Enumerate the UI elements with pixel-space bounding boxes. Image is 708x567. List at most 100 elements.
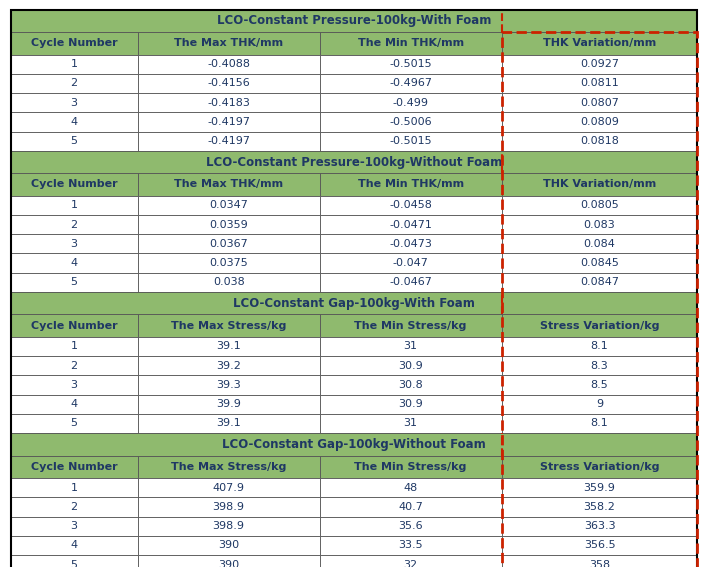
Bar [137,395,320,414]
Bar [11,356,137,375]
Bar [11,174,137,196]
Bar [137,314,320,337]
Bar [137,517,320,536]
Text: -0.4183: -0.4183 [207,98,250,108]
Bar [502,555,697,567]
Bar [502,395,697,414]
Bar [11,337,137,356]
Bar [11,151,697,174]
Bar [320,497,502,517]
Text: 8.5: 8.5 [590,380,608,390]
Bar [137,497,320,517]
Text: 0.0375: 0.0375 [210,258,248,268]
Bar [11,478,137,497]
Bar [11,414,137,433]
Text: 398.9: 398.9 [212,521,245,531]
Bar [11,32,137,54]
Bar [320,375,502,395]
Bar [11,273,137,292]
Text: 1: 1 [71,59,78,69]
Text: 0.0367: 0.0367 [210,239,248,249]
Bar [502,497,697,517]
Text: 3: 3 [71,521,78,531]
Bar [320,93,502,112]
Text: The Max Stress/kg: The Max Stress/kg [171,320,286,331]
Text: Cycle Number: Cycle Number [31,462,118,472]
Text: LCO-Constant Pressure-100kg-With Foam: LCO-Constant Pressure-100kg-With Foam [217,14,491,27]
Text: -0.4197: -0.4197 [207,136,250,146]
Bar [11,395,137,414]
Text: 5: 5 [71,136,78,146]
Text: 390: 390 [218,560,239,567]
Text: 358: 358 [589,560,610,567]
Text: 407.9: 407.9 [212,483,245,493]
Text: 0.084: 0.084 [583,239,615,249]
Bar [11,215,137,234]
Bar [502,478,697,497]
Bar [320,74,502,93]
Bar [320,356,502,375]
Bar [320,132,502,151]
Text: 390: 390 [218,540,239,551]
Text: 8.3: 8.3 [590,361,608,371]
Text: 359.9: 359.9 [583,483,615,493]
Bar [11,292,697,314]
Text: 0.0359: 0.0359 [210,219,248,230]
Bar [11,54,137,74]
Text: 358.2: 358.2 [583,502,615,512]
Text: 2: 2 [71,502,78,512]
Text: -0.5006: -0.5006 [389,117,432,127]
Text: 0.0811: 0.0811 [580,78,619,88]
Text: 4: 4 [71,258,78,268]
Bar [320,234,502,253]
Text: 30.9: 30.9 [399,399,423,409]
Text: LCO-Constant Pressure-100kg-Without Foam: LCO-Constant Pressure-100kg-Without Foam [206,155,502,168]
Bar [502,337,697,356]
Text: 8.1: 8.1 [590,418,608,429]
Text: 0.0805: 0.0805 [580,200,619,210]
Text: The Min THK/mm: The Min THK/mm [358,39,464,48]
Text: 39.3: 39.3 [216,380,241,390]
Bar [137,536,320,555]
Text: -0.0473: -0.0473 [389,239,432,249]
Text: Cycle Number: Cycle Number [31,320,118,331]
Bar [11,132,137,151]
Bar [320,536,502,555]
Bar [502,174,697,196]
Text: -0.4967: -0.4967 [389,78,432,88]
Text: 31: 31 [404,341,418,352]
Text: 2: 2 [71,78,78,88]
Bar [502,32,697,54]
Text: The Max THK/mm: The Max THK/mm [174,39,283,48]
Bar [320,273,502,292]
Bar [502,455,697,478]
Bar [137,74,320,93]
Bar [320,337,502,356]
Bar [137,32,320,54]
Bar [137,54,320,74]
Text: 32: 32 [404,560,418,567]
Text: 0.038: 0.038 [213,277,244,287]
Bar [320,414,502,433]
Text: 1: 1 [71,341,78,352]
Bar [137,273,320,292]
Bar [502,253,697,273]
Bar [11,517,137,536]
Text: 8.1: 8.1 [590,341,608,352]
Bar [137,132,320,151]
Bar [11,196,137,215]
Text: -0.499: -0.499 [393,98,428,108]
Text: 2: 2 [71,361,78,371]
Bar [502,93,697,112]
Text: THK Variation/mm: THK Variation/mm [543,39,656,48]
Bar [320,32,502,54]
Bar [137,93,320,112]
Bar [502,414,697,433]
Bar [502,74,697,93]
Text: THK Variation/mm: THK Variation/mm [543,180,656,189]
Bar [320,174,502,196]
Bar [137,555,320,567]
Text: -0.0467: -0.0467 [389,277,432,287]
Bar [137,337,320,356]
Text: 30.8: 30.8 [399,380,423,390]
